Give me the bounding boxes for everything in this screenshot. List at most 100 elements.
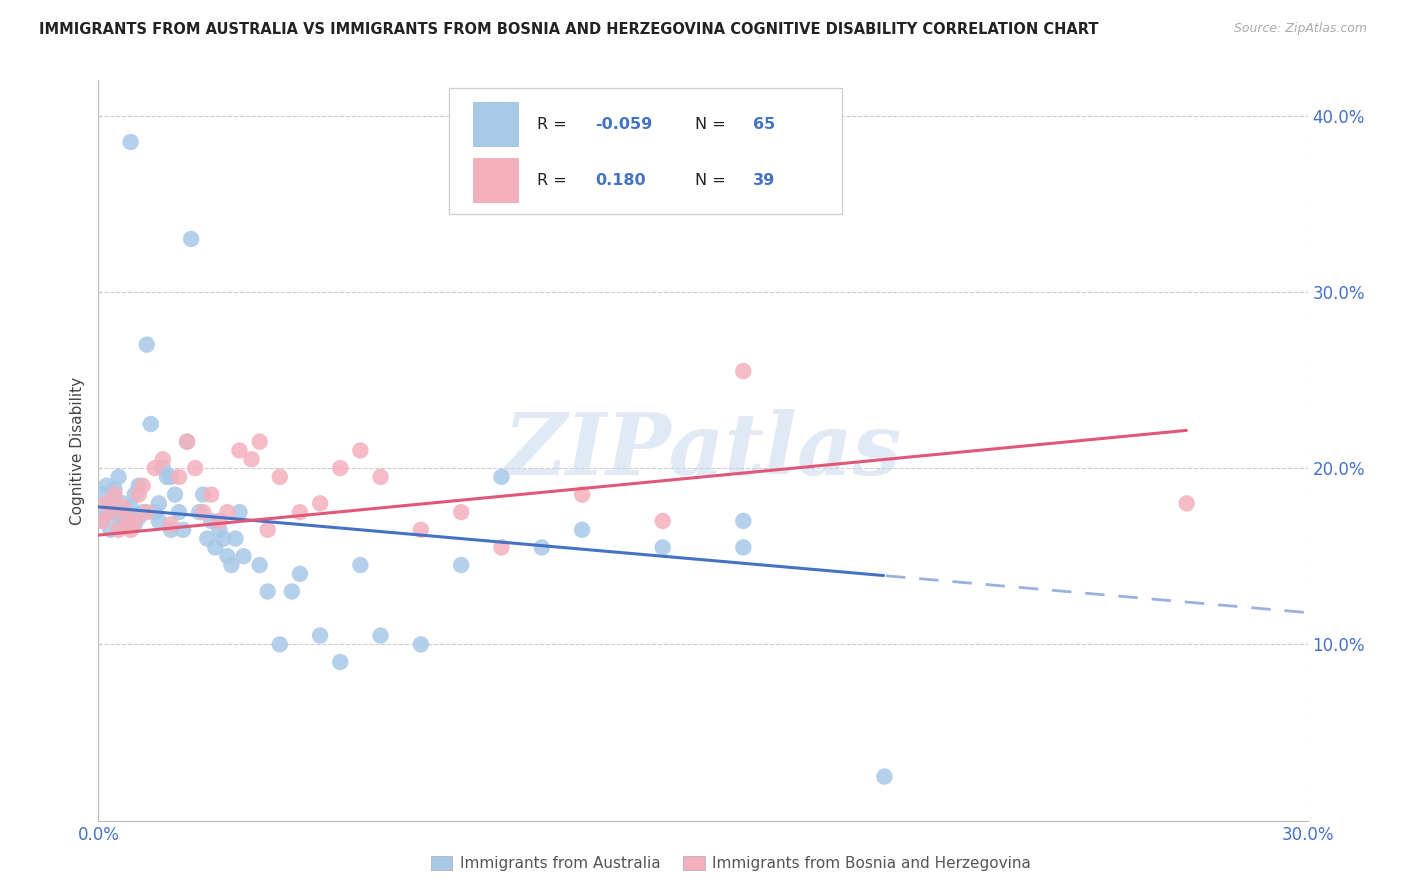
Point [217, 505, 239, 519]
Point [269, 470, 291, 484]
FancyBboxPatch shape [474, 158, 519, 202]
Point [256, 584, 278, 599]
Point [176, 434, 198, 449]
Point [172, 523, 194, 537]
Point [208, 514, 231, 528]
Point [221, 558, 243, 572]
Text: R =: R = [537, 173, 572, 187]
FancyBboxPatch shape [449, 87, 842, 213]
Text: 0.180: 0.180 [595, 173, 645, 187]
Text: ZIPatlas: ZIPatlas [503, 409, 903, 492]
Point [733, 541, 755, 555]
Point [96, 479, 118, 493]
Point [103, 505, 125, 519]
Point [281, 584, 304, 599]
Point [115, 505, 138, 519]
Point [1175, 496, 1198, 510]
Point [309, 628, 332, 642]
Point [139, 417, 162, 431]
Point [309, 496, 332, 510]
Point [128, 510, 150, 524]
Point [115, 514, 138, 528]
Y-axis label: Cognitive Disability: Cognitive Disability [70, 376, 86, 524]
Point [132, 479, 155, 493]
Point [329, 655, 352, 669]
Legend: Immigrants from Australia, Immigrants from Bosnia and Herzegovina: Immigrants from Australia, Immigrants fr… [425, 850, 1038, 877]
Point [111, 517, 134, 532]
Point [107, 523, 129, 537]
Point [224, 532, 246, 546]
Point [370, 470, 392, 484]
Point [132, 505, 155, 519]
Point [269, 637, 291, 651]
Point [195, 532, 218, 546]
Point [111, 496, 134, 510]
Point [491, 541, 513, 555]
Point [120, 523, 142, 537]
Point [180, 232, 202, 246]
FancyBboxPatch shape [474, 102, 519, 147]
Point [240, 452, 263, 467]
Text: 39: 39 [752, 173, 775, 187]
Point [349, 558, 371, 572]
Point [115, 510, 138, 524]
Point [100, 523, 122, 537]
Point [733, 514, 755, 528]
Text: N =: N = [695, 173, 730, 187]
Point [228, 505, 250, 519]
Point [107, 470, 129, 484]
Point [193, 487, 215, 501]
Point [571, 523, 593, 537]
Point [135, 505, 157, 519]
Point [288, 505, 311, 519]
Point [160, 523, 183, 537]
Point [873, 770, 896, 784]
Point [329, 461, 352, 475]
Point [176, 434, 198, 449]
Point [167, 470, 190, 484]
Point [232, 549, 254, 564]
Point [733, 364, 755, 378]
Point [167, 505, 190, 519]
Text: IMMIGRANTS FROM AUSTRALIA VS IMMIGRANTS FROM BOSNIA AND HERZEGOVINA COGNITIVE DI: IMMIGRANTS FROM AUSTRALIA VS IMMIGRANTS … [39, 22, 1099, 37]
Point [200, 514, 222, 528]
Point [409, 637, 432, 651]
Point [184, 461, 207, 475]
Point [135, 337, 157, 351]
Point [148, 514, 170, 528]
Point [91, 514, 114, 528]
Point [193, 505, 215, 519]
Point [91, 514, 114, 528]
Point [111, 500, 134, 514]
Point [349, 443, 371, 458]
Point [256, 523, 278, 537]
Point [409, 523, 432, 537]
Point [217, 549, 239, 564]
Point [143, 505, 166, 519]
Point [249, 558, 271, 572]
Point [152, 461, 174, 475]
Point [152, 452, 174, 467]
Point [96, 505, 118, 519]
Point [103, 482, 125, 496]
Text: Source: ZipAtlas.com: Source: ZipAtlas.com [1233, 22, 1367, 36]
Point [100, 496, 122, 510]
Point [100, 505, 122, 519]
Point [128, 479, 150, 493]
Point [120, 135, 142, 149]
Text: -0.059: -0.059 [595, 117, 652, 132]
Point [143, 461, 166, 475]
Point [249, 434, 271, 449]
Point [491, 470, 513, 484]
Point [120, 500, 142, 514]
Point [124, 487, 146, 501]
Point [651, 541, 673, 555]
Point [160, 517, 183, 532]
Point [208, 523, 231, 537]
Text: N =: N = [695, 117, 730, 132]
Point [128, 487, 150, 501]
Point [571, 487, 593, 501]
Point [107, 510, 129, 524]
Point [124, 514, 146, 528]
Point [370, 628, 392, 642]
